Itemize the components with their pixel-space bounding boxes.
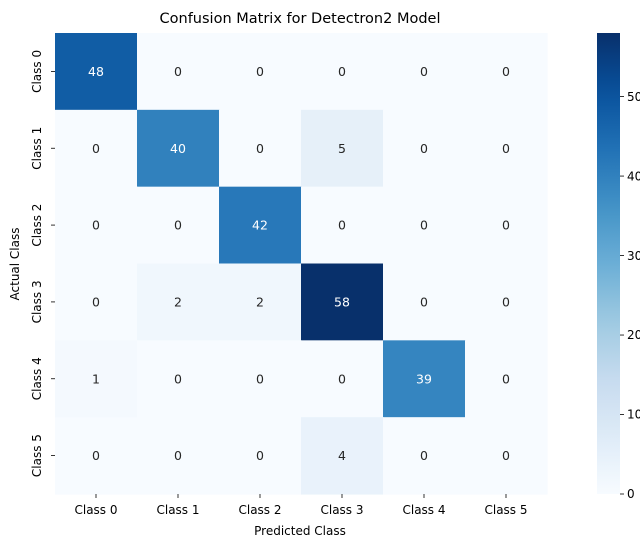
cell-r1-c1 — [137, 109, 220, 188]
chart-title: Confusion Matrix for Detectron2 Model — [160, 11, 441, 27]
cell-r1-c4 — [383, 109, 466, 188]
cell-label-r5-c2: 0 — [256, 448, 264, 463]
cell-label-r3-c2: 2 — [256, 294, 264, 309]
cell-r4-c3 — [301, 340, 384, 418]
cell-label-r3-c0: 0 — [92, 294, 100, 309]
cell-r2-c4 — [383, 186, 466, 265]
cell-label-r0-c4: 0 — [420, 64, 428, 79]
cell-r2-c1 — [137, 186, 220, 265]
cell-label-r1-c4: 0 — [420, 141, 428, 156]
cell-label-r4-c4: 39 — [416, 371, 432, 386]
cell-r5-c3 — [301, 417, 384, 495]
x-tick-label-1: Class 1 — [156, 503, 199, 517]
x-tick-label-5: Class 5 — [484, 503, 527, 517]
cell-label-r4-c1: 0 — [174, 371, 182, 386]
cell-r1-c3 — [301, 109, 384, 188]
cell-r0-c4 — [383, 33, 466, 111]
cell-label-r2-c0: 0 — [92, 218, 100, 233]
x-tick-label-4: Class 4 — [402, 503, 445, 517]
cell-label-r1-c3: 5 — [338, 141, 346, 156]
cell-r3-c4 — [383, 263, 466, 341]
cell-r4-c2 — [219, 340, 302, 418]
cell-label-r3-c4: 0 — [420, 294, 428, 309]
cell-label-r0-c2: 0 — [256, 64, 264, 79]
cell-label-r0-c5: 0 — [502, 64, 510, 79]
heatmap-cells: 48 0 0 0 0 00 40 0 5 0 00 0 42 0 0 00 2 2 58 0 01 0 0 0 39 00 0 0 4 0… — [55, 33, 548, 495]
cell-label-r1-c5: 0 — [502, 141, 510, 156]
cell-label-r5-c0: 0 — [92, 448, 100, 463]
cell-label-r4-c0: 1 — [92, 371, 100, 386]
cell-r0-c5 — [465, 33, 548, 111]
colorbar-tick-label-1: 10 — [627, 408, 640, 422]
cell-label-r2-c5: 0 — [502, 218, 510, 233]
y-tick-label-2: Class 2 — [30, 204, 44, 247]
cell-r5-c1 — [137, 417, 220, 495]
cell-r4-c4 — [383, 340, 466, 418]
cell-r2-c3 — [301, 186, 384, 265]
cell-r3-c3 — [301, 263, 384, 341]
colorbar-tick-label-2: 20 — [627, 328, 640, 342]
cell-label-r2-c1: 0 — [174, 218, 182, 233]
cell-r5-c0 — [55, 417, 138, 495]
cell-r1-c5 — [465, 109, 548, 188]
y-tick-label-5: Class 5 — [30, 434, 44, 477]
cell-r2-c2 — [219, 186, 302, 265]
y-axis: Class 0 Class 1 Class 2 Class 3 Class 4 Class… — [30, 50, 55, 477]
y-tick-label-3: Class 3 — [30, 280, 44, 323]
cell-r3-c5 — [465, 263, 548, 341]
cell-label-r4-c2: 0 — [256, 371, 264, 386]
cell-r4-c0 — [55, 340, 138, 418]
colorbar-tick-label-0: 0 — [627, 487, 635, 501]
y-tick-label-1: Class 1 — [30, 127, 44, 170]
y-axis-label: Actual Class — [8, 228, 22, 301]
cell-label-r4-c3: 0 — [338, 371, 346, 386]
cell-label-r5-c3: 4 — [338, 448, 346, 463]
cell-r1-c2 — [219, 109, 302, 188]
cell-label-r2-c2: 42 — [252, 218, 268, 233]
cell-label-r2-c3: 0 — [338, 218, 346, 233]
cell-r0-c3 — [301, 33, 384, 111]
x-axis-label: Predicted Class — [254, 524, 346, 538]
cell-label-r5-c4: 0 — [420, 448, 428, 463]
x-tick-label-2: Class 2 — [238, 503, 281, 517]
cell-r3-c2 — [219, 263, 302, 341]
colorbar-tick-label-5: 50 — [627, 90, 640, 104]
cell-r2-c0 — [55, 186, 138, 265]
cell-label-r0-c0: 48 — [88, 64, 104, 79]
cell-label-r5-c5: 0 — [502, 448, 510, 463]
cell-label-r1-c2: 0 — [256, 141, 264, 156]
cell-r3-c1 — [137, 263, 220, 341]
cell-r4-c1 — [137, 340, 220, 418]
cell-r5-c5 — [465, 417, 548, 495]
cell-r5-c2 — [219, 417, 302, 495]
cell-r1-c0 — [55, 109, 138, 188]
cell-label-r2-c4: 0 — [420, 218, 428, 233]
cell-r2-c5 — [465, 186, 548, 265]
x-axis: Class 0 Class 1 Class 2 Class 3 Class 4 Class… — [74, 494, 528, 517]
cell-r0-c2 — [219, 33, 302, 111]
cell-label-r5-c1: 0 — [174, 448, 182, 463]
cell-label-r4-c5: 0 — [502, 371, 510, 386]
x-tick-label-0: Class 0 — [74, 503, 117, 517]
colorbar-gradient — [597, 33, 620, 494]
y-tick-label-4: Class 4 — [30, 357, 44, 400]
colorbar-tick-label-4: 40 — [627, 169, 640, 183]
cell-r3-c0 — [55, 263, 138, 341]
x-tick-label-3: Class 3 — [320, 503, 363, 517]
cell-label-r1-c1: 40 — [170, 141, 186, 156]
cell-label-r0-c3: 0 — [338, 64, 346, 79]
cell-label-r3-c1: 2 — [174, 294, 182, 309]
cell-r5-c4 — [383, 417, 466, 495]
cell-r4-c5 — [465, 340, 548, 418]
colorbar-tick-label-3: 30 — [627, 249, 640, 263]
cell-label-r1-c0: 0 — [92, 141, 100, 156]
cell-label-r3-c5: 0 — [502, 294, 510, 309]
cell-r0-c1 — [137, 33, 220, 111]
colorbar: 0 10 20 30 40 50 — [597, 33, 640, 501]
y-tick-label-0: Class 0 — [30, 50, 44, 93]
cell-r0-c0 — [55, 33, 138, 111]
cell-label-r3-c3: 58 — [334, 294, 350, 309]
cell-label-r0-c1: 0 — [174, 64, 182, 79]
